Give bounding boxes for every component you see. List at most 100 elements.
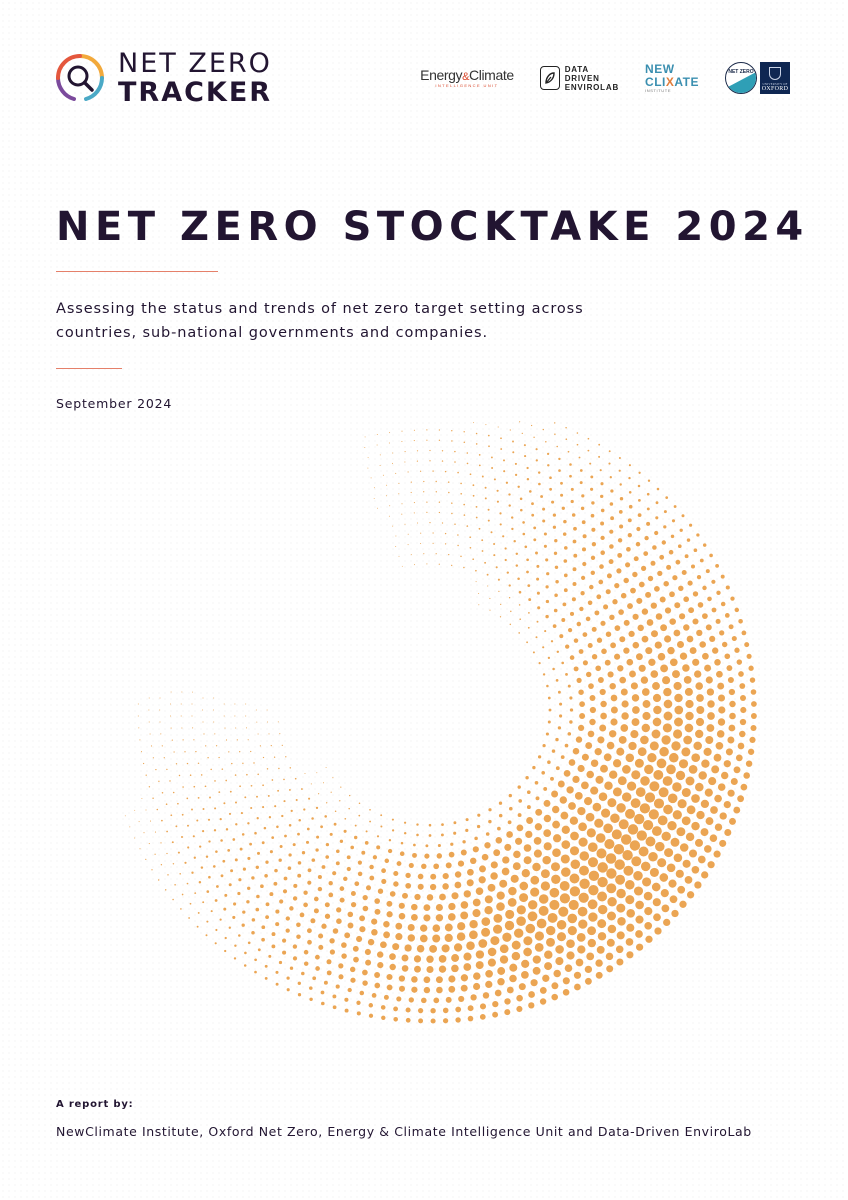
halftone-dot — [741, 630, 747, 636]
halftone-dot — [690, 564, 696, 569]
halftone-dot — [175, 825, 178, 828]
halftone-dot — [588, 885, 599, 896]
halftone-dot — [609, 770, 618, 779]
halftone-dot — [662, 676, 671, 685]
halftone-dot — [567, 684, 571, 688]
halftone-dot — [519, 421, 521, 423]
ncl-ate: ATE — [674, 75, 699, 89]
halftone-dot — [381, 1015, 386, 1021]
halftone-dot — [696, 706, 705, 714]
newclimate-institute-logo[interactable]: NEW CLIXATE INSTITUTE — [645, 63, 699, 93]
halftone-dot — [609, 529, 614, 534]
halftone-dot — [579, 606, 584, 612]
halftone-dot — [367, 938, 375, 946]
halftone-dot — [199, 845, 202, 848]
halftone-dot — [510, 610, 512, 613]
halftone-dot — [557, 690, 561, 694]
halftone-dot — [245, 727, 248, 729]
halftone-dot — [600, 535, 605, 541]
halftone-dot — [528, 1002, 535, 1009]
halftone-dot — [648, 851, 658, 862]
halftone-dot — [134, 809, 136, 811]
halftone-dot — [417, 883, 424, 890]
halftone-dot — [329, 832, 333, 836]
halftone-dot — [751, 701, 757, 707]
halftone-dot — [679, 900, 687, 908]
oxford-net-zero-logo[interactable]: NET ZERO UNIVERSITY OF OXFORD — [725, 62, 790, 94]
halftone-dot — [412, 852, 417, 858]
halftone-dot — [543, 814, 552, 823]
halftone-dot — [191, 715, 193, 717]
halftone-dot — [634, 758, 644, 768]
halftone-dot — [598, 443, 601, 446]
halftone-dot — [536, 577, 540, 581]
eciu-subtitle: INTELLIGENCE UNIT — [435, 83, 499, 88]
halftone-dot — [457, 922, 466, 931]
halftone-dot — [150, 745, 153, 747]
halftone-dot — [563, 559, 568, 563]
halftone-dot — [506, 986, 514, 994]
halftone-dot — [376, 444, 378, 446]
halftone-dot — [240, 812, 243, 815]
halftone-dot — [723, 800, 731, 809]
halftone-dot — [523, 856, 532, 865]
halftone-dot — [506, 571, 509, 574]
halftone-dot — [638, 664, 646, 672]
halftone-dot — [526, 641, 529, 644]
halftone-dot — [181, 813, 184, 816]
net-zero-tracker-logo[interactable]: NET ZERO TRACKER — [52, 50, 272, 106]
halftone-dot — [500, 448, 503, 450]
halftone-dot — [364, 436, 366, 438]
halftone-dot — [576, 621, 582, 627]
halftone-dot — [549, 487, 553, 491]
halftone-dot — [546, 572, 550, 576]
halftone-dot — [573, 666, 579, 672]
halftone-dot — [202, 901, 205, 904]
halftone-dot — [573, 638, 579, 643]
halftone-dot — [206, 920, 209, 923]
halftone-dot — [155, 768, 157, 771]
halftone-dot — [490, 456, 493, 459]
halftone-dot — [573, 971, 582, 979]
halftone-dot — [627, 603, 633, 610]
halftone-dot — [451, 440, 453, 442]
halftone-dot — [430, 873, 437, 880]
data-driven-envirolab-logo[interactable]: DATA DRIVEN ENVIROLAB — [539, 65, 619, 92]
halftone-dot — [481, 927, 491, 937]
halftone-dot — [242, 762, 244, 765]
halftone-dot — [695, 717, 705, 727]
halftone-dot — [603, 823, 613, 834]
halftone-dot — [158, 879, 160, 881]
halftone-dot — [369, 820, 372, 823]
halftone-dot — [618, 735, 627, 744]
halftone-dot — [543, 799, 551, 807]
halftone-dot — [392, 943, 400, 951]
halftone-dot — [659, 746, 669, 757]
halftone-dot — [669, 591, 675, 598]
halftone-dot — [561, 867, 571, 877]
halftone-dot — [339, 886, 345, 891]
halftone-dot — [579, 851, 590, 861]
halftone-dot — [604, 781, 613, 791]
halftone-dot — [609, 614, 615, 620]
eciu-logo[interactable]: Energy&Climate INTELLIGENCE UNIT — [420, 68, 514, 88]
halftone-dot — [329, 938, 335, 944]
halftone-dot — [625, 895, 635, 905]
halftone-dot — [524, 455, 527, 458]
halftone-dot — [362, 905, 369, 912]
halftone-dot — [138, 727, 140, 729]
halftone-dot — [591, 501, 595, 505]
halftone-dot — [182, 786, 184, 788]
halftone-dot — [597, 904, 608, 915]
halftone-dot — [673, 729, 683, 739]
halftone-dot — [354, 881, 360, 887]
halftone-dot — [224, 893, 228, 897]
halftone-dot — [709, 635, 716, 642]
halftone-dot — [362, 969, 368, 976]
halftone-dot — [205, 745, 207, 747]
halftone-dot — [607, 924, 617, 934]
halftone-dot — [524, 545, 528, 549]
halftone-dot — [545, 614, 549, 619]
eciu-word-climate: Climate — [469, 67, 514, 83]
halftone-dot — [599, 688, 606, 696]
